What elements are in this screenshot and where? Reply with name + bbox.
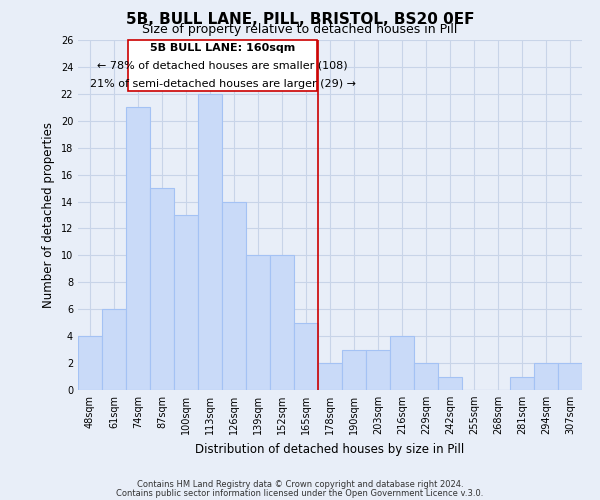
Bar xyxy=(246,256,270,390)
Text: ← 78% of detached houses are smaller (108): ← 78% of detached houses are smaller (10… xyxy=(97,60,348,70)
Bar xyxy=(78,336,102,390)
Text: Contains public sector information licensed under the Open Government Licence v.: Contains public sector information licen… xyxy=(116,488,484,498)
Bar xyxy=(150,188,174,390)
Bar xyxy=(510,376,534,390)
Text: 5B BULL LANE: 160sqm: 5B BULL LANE: 160sqm xyxy=(150,43,295,53)
Text: Size of property relative to detached houses in Pill: Size of property relative to detached ho… xyxy=(142,22,458,36)
Bar xyxy=(390,336,414,390)
Bar xyxy=(270,256,294,390)
Bar xyxy=(534,363,558,390)
Bar xyxy=(318,363,342,390)
Bar xyxy=(174,215,198,390)
Y-axis label: Number of detached properties: Number of detached properties xyxy=(42,122,55,308)
Bar xyxy=(126,108,150,390)
Bar xyxy=(294,322,318,390)
X-axis label: Distribution of detached houses by size in Pill: Distribution of detached houses by size … xyxy=(196,442,464,456)
Bar xyxy=(558,363,582,390)
Bar xyxy=(414,363,438,390)
Bar xyxy=(366,350,390,390)
Bar xyxy=(198,94,222,390)
Bar xyxy=(102,309,126,390)
Bar xyxy=(438,376,462,390)
Text: 21% of semi-detached houses are larger (29) →: 21% of semi-detached houses are larger (… xyxy=(89,78,356,89)
FancyBboxPatch shape xyxy=(128,40,317,91)
Text: 5B, BULL LANE, PILL, BRISTOL, BS20 0EF: 5B, BULL LANE, PILL, BRISTOL, BS20 0EF xyxy=(126,12,474,28)
Text: Contains HM Land Registry data © Crown copyright and database right 2024.: Contains HM Land Registry data © Crown c… xyxy=(137,480,463,489)
Bar xyxy=(222,202,246,390)
Bar xyxy=(342,350,366,390)
